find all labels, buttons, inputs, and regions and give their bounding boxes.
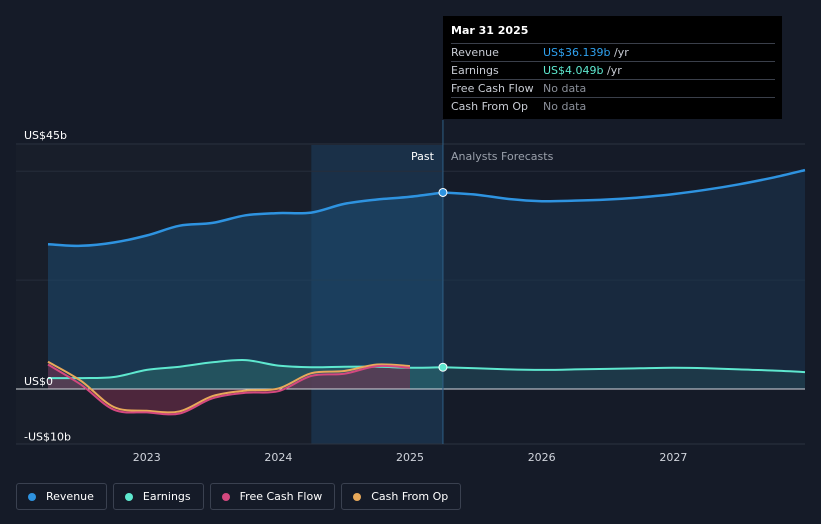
legend-label: Earnings bbox=[142, 490, 191, 503]
tooltip-label: Cash From Op bbox=[451, 99, 529, 113]
revenue-area bbox=[48, 192, 443, 389]
legend-dot-icon bbox=[353, 492, 362, 501]
earnings-unit: /yr bbox=[603, 63, 622, 77]
earnings-forecast-line bbox=[442, 366, 806, 374]
free-cash-flow-line bbox=[47, 363, 411, 416]
legend-item-free-cash-flow[interactable]: Free Cash Flow bbox=[209, 483, 336, 510]
x-tick-label-2023: 2023 bbox=[133, 451, 161, 464]
tooltip-row-free-cash-flow: Free Cash Flow No data bbox=[451, 79, 775, 97]
legend-item-earnings[interactable]: Earnings bbox=[112, 483, 204, 510]
revenue-value: US$36.139b bbox=[543, 45, 611, 59]
revenue-forecast-line bbox=[442, 168, 806, 203]
chart-legend: Revenue Earnings Free Cash Flow Cash Fro… bbox=[16, 483, 462, 510]
x-tick-label-2027: 2027 bbox=[659, 451, 687, 464]
data-tooltip: Mar 31 2025 Revenue US$36.139b /yr Earni… bbox=[443, 16, 782, 119]
tooltip-value: US$36.139b /yr bbox=[543, 46, 629, 59]
tooltip-row-earnings: Earnings US$4.049b /yr bbox=[451, 61, 775, 79]
legend-dot-icon bbox=[221, 492, 230, 501]
earnings-marker bbox=[438, 362, 448, 372]
earnings-value: US$4.049b bbox=[543, 63, 604, 77]
tooltip-value: No data bbox=[543, 99, 587, 113]
x-tick-label-2026: 2026 bbox=[528, 451, 556, 464]
cash-from-op-line bbox=[47, 360, 411, 414]
x-tick-label-2024: 2024 bbox=[264, 451, 292, 464]
revenue-line bbox=[47, 191, 444, 248]
revenue-forecast-area bbox=[443, 170, 805, 389]
earnings-forecast-area bbox=[443, 367, 805, 389]
legend-item-cash-from-op[interactable]: Cash From Op bbox=[341, 483, 462, 510]
series-lines bbox=[47, 168, 806, 416]
y-tick-label-zero: US$0 bbox=[24, 375, 53, 388]
legend-label: Cash From Op bbox=[371, 490, 449, 503]
tooltip-row-revenue: Revenue US$36.139b /yr bbox=[451, 43, 775, 61]
tooltip-label: Revenue bbox=[451, 45, 499, 59]
legend-dot-icon bbox=[28, 492, 36, 501]
revenue-marker bbox=[438, 187, 448, 197]
legend-dot-icon bbox=[124, 492, 133, 501]
tooltip-value: No data bbox=[543, 81, 587, 95]
revenue-unit: /yr bbox=[610, 45, 629, 59]
x-tick-label-2025: 2025 bbox=[396, 451, 424, 464]
legend-label: Revenue bbox=[46, 490, 94, 503]
tooltip-label: Earnings bbox=[451, 63, 499, 77]
forecast-label: Analysts Forecasts bbox=[451, 150, 554, 163]
series-markers bbox=[438, 187, 448, 372]
y-tick-label-top: US$45b bbox=[24, 129, 67, 142]
y-tick-label-bottom: -US$10b bbox=[24, 430, 71, 443]
tooltip-row-cash-from-op: Cash From Op No data bbox=[451, 97, 775, 115]
tooltip-label: Free Cash Flow bbox=[451, 81, 534, 95]
past-label: Past bbox=[411, 150, 435, 163]
tooltip-date: Mar 31 2025 bbox=[451, 24, 529, 37]
legend-item-revenue[interactable]: Revenue bbox=[16, 483, 107, 510]
legend-label: Free Cash Flow bbox=[239, 490, 323, 503]
tooltip-value: US$4.049b /yr bbox=[543, 64, 622, 77]
